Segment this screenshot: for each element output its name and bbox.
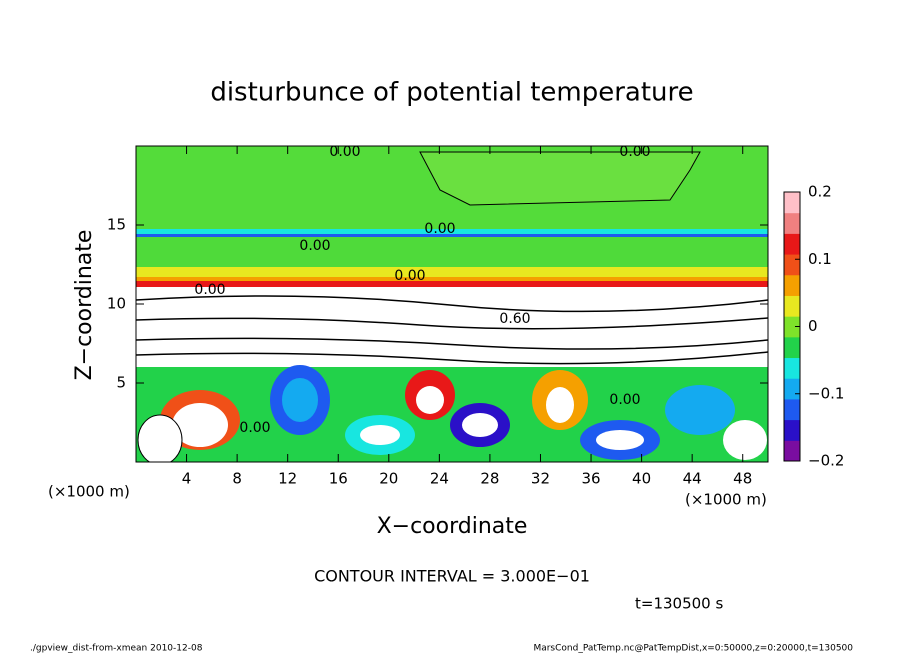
blue-stripe bbox=[136, 234, 768, 237]
x-tick-label: 32 bbox=[531, 470, 550, 488]
x-tick-label: 40 bbox=[632, 470, 651, 488]
colorbar-tick-label: 0 bbox=[808, 317, 818, 335]
x-tick-label: 28 bbox=[480, 470, 499, 488]
contour-label: 0.60 bbox=[499, 311, 530, 327]
x-tick-label: 24 bbox=[430, 470, 449, 488]
colorbar-swatch bbox=[784, 274, 800, 296]
footer-right: MarsCond_PatTemp.nc@PatTempDist,x=0:5000… bbox=[533, 644, 853, 654]
y-axis-label: Z−coordinate bbox=[72, 230, 97, 381]
colorbar-swatch bbox=[784, 316, 800, 338]
x-tick-label: 12 bbox=[278, 470, 297, 488]
colorbar-swatch bbox=[784, 378, 800, 400]
contour-label: 0.00 bbox=[394, 268, 425, 284]
x-unit: (×1000 m) bbox=[48, 483, 130, 501]
dense-contours bbox=[136, 295, 768, 365]
colorbar-swatch bbox=[784, 192, 800, 214]
x-tick-label: 20 bbox=[379, 470, 398, 488]
upper-contour bbox=[419, 151, 701, 206]
orange-stripe bbox=[136, 277, 768, 281]
colorbar-swatch bbox=[784, 254, 800, 276]
contour-label: 0.00 bbox=[619, 144, 650, 160]
blob bbox=[416, 386, 444, 414]
red-stripe bbox=[136, 281, 768, 287]
colorbar-swatch bbox=[784, 336, 800, 359]
contour-label: 0.00 bbox=[239, 420, 270, 436]
blob bbox=[360, 425, 400, 445]
y-tick-label: 10 bbox=[107, 295, 126, 313]
x-tick-label: 16 bbox=[329, 470, 348, 488]
contour-label: 0.00 bbox=[609, 392, 640, 408]
y-tick-label: 5 bbox=[116, 374, 126, 392]
time-label: t=130500 s bbox=[635, 595, 723, 613]
contour-label: 0.00 bbox=[329, 144, 360, 160]
footer-left: ./gpview_dist-from-xmean 2010-12-08 bbox=[30, 644, 203, 654]
y-tick-label: 15 bbox=[107, 216, 126, 234]
colorbar-tick-label: 0.2 bbox=[808, 183, 832, 201]
cyan-stripe bbox=[136, 229, 768, 234]
blob bbox=[172, 403, 228, 447]
x-tick-label: 48 bbox=[733, 470, 752, 488]
x-axis-label: X−coordinate bbox=[377, 514, 528, 539]
blob bbox=[137, 414, 183, 462]
colorbar-swatch bbox=[784, 233, 800, 255]
colorbar-tick-label: 0.1 bbox=[808, 250, 832, 268]
blob bbox=[723, 420, 767, 460]
blob bbox=[665, 385, 735, 435]
colorbar-tick-label: −0.1 bbox=[808, 384, 844, 402]
yellow-stripe bbox=[136, 267, 768, 277]
x-tick-label: 44 bbox=[683, 470, 702, 488]
blob bbox=[462, 413, 498, 437]
colorbar-swatch bbox=[784, 398, 800, 421]
blob bbox=[546, 387, 574, 423]
chart-title: disturbunce of potential temperature bbox=[210, 78, 693, 108]
blob bbox=[596, 430, 644, 450]
contour-label: 0.00 bbox=[424, 221, 455, 237]
blob bbox=[282, 378, 318, 422]
colorbar-tick-label: −0.2 bbox=[808, 452, 844, 470]
colorbar-swatch bbox=[784, 440, 800, 462]
mid-band bbox=[136, 237, 768, 267]
field bbox=[136, 146, 768, 462]
colorbar-swatch bbox=[784, 295, 800, 317]
lower-layer bbox=[136, 367, 768, 462]
x-tick-label: 36 bbox=[581, 470, 600, 488]
contour-label: 0.00 bbox=[299, 238, 330, 254]
contour-interval: CONTOUR INTERVAL = 3.000E−01 bbox=[314, 567, 590, 586]
x-tick-label: 8 bbox=[232, 470, 242, 488]
x-unit: (×1000 m) bbox=[685, 491, 767, 509]
colorbar-swatch bbox=[784, 357, 800, 379]
colorbar-swatch bbox=[784, 212, 800, 234]
contour-label: 0.00 bbox=[194, 282, 225, 298]
colorbar-swatch bbox=[784, 419, 800, 441]
x-tick-label: 4 bbox=[182, 470, 192, 488]
